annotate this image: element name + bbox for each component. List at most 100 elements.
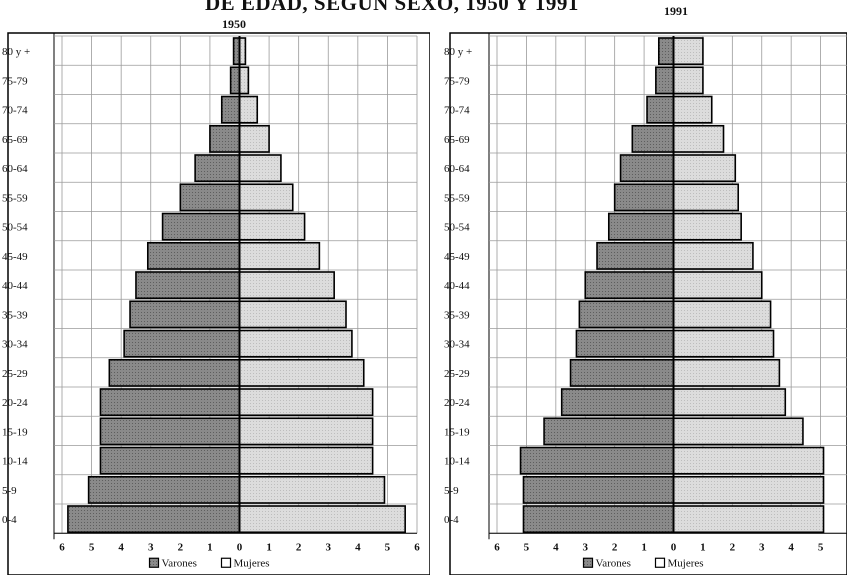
x-tick-label: 3: [759, 541, 765, 553]
category-label: 15-19: [2, 426, 28, 438]
category-label: 55-59: [444, 192, 470, 204]
bar-male-35-39: [129, 300, 241, 329]
chart-title-1991: 1991: [664, 4, 688, 18]
bar-male-45-49: [146, 241, 241, 270]
bar-male-25-29: [569, 358, 675, 387]
legend-label-varones: Varones: [596, 557, 631, 569]
bar-female-50-54: [672, 212, 742, 241]
bar-female-25-29: [238, 358, 365, 387]
bar-female-65-69: [238, 124, 270, 153]
bar-female-5-9: [672, 475, 825, 504]
category-label: 45-49: [2, 251, 28, 263]
bar-female-50-54: [238, 212, 306, 241]
category-label: 0-4: [444, 514, 459, 526]
bar-female-60-64: [238, 154, 282, 183]
page-title: DE EDAD, SEGUN SEXO, 1950 Y 1991: [205, 0, 579, 15]
category-label: 60-64: [2, 163, 28, 175]
bar-female-35-39: [672, 300, 772, 329]
bar-female-25-29: [672, 358, 781, 387]
bar-male-60-64: [194, 154, 241, 183]
bar-female-45-49: [672, 241, 754, 270]
x-tick-label: 1: [700, 541, 706, 553]
category-label: 80 y +: [444, 46, 472, 58]
category-label: 40-44: [444, 280, 470, 292]
category-label: 25-29: [444, 368, 470, 380]
bar-female-70-74: [238, 95, 259, 124]
category-label: 30-34: [2, 339, 28, 351]
category-label: 75-79: [2, 75, 28, 87]
bar-female-70-74: [672, 95, 713, 124]
x-tick-label: 0: [671, 541, 677, 553]
category-label: 5-9: [2, 485, 17, 497]
x-tick-label: 1: [207, 541, 213, 553]
x-tick-label: 6: [414, 541, 420, 553]
bar-male-20-24: [99, 388, 241, 417]
bar-female-30-34: [238, 329, 353, 358]
bar-female-40-44: [238, 271, 335, 300]
x-tick-label: 3: [583, 541, 589, 553]
bar-male-65-69: [631, 124, 675, 153]
bar-female-20-24: [238, 388, 374, 417]
bar-male-20-24: [560, 388, 675, 417]
category-label: 65-69: [444, 134, 470, 146]
legend-swatch-varones: [582, 557, 594, 568]
bar-male-35-39: [578, 300, 675, 329]
x-tick-label: 5: [524, 541, 530, 553]
category-label: 50-54: [444, 222, 470, 234]
bar-male-65-69: [209, 124, 241, 153]
legend-swatch-mujeres: [654, 557, 666, 568]
bar-male-80y+: [657, 37, 675, 66]
x-tick-label: 2: [296, 541, 302, 553]
category-label: 0-4: [2, 514, 17, 526]
pyramid-panel-1991: 1991 80 y + 75-79 70-74 65-69 60-64 55-59 50-5…: [440, 0, 847, 576]
bar-female-75-79: [672, 66, 704, 95]
bar-female-15-19: [672, 417, 804, 446]
category-label: 25-29: [2, 368, 28, 380]
bar-male-10-14: [99, 446, 241, 475]
x-tick-label: 3: [326, 541, 332, 553]
legend-label-varones: Varones: [162, 557, 197, 569]
bar-male-55-59: [613, 183, 675, 212]
bar-female-0-4: [672, 505, 825, 534]
x-tick-label: 5: [385, 541, 391, 553]
bar-female-0-4: [238, 505, 406, 534]
x-tick-label: 4: [355, 541, 361, 553]
category-label: 60-64: [444, 163, 470, 175]
category-label: 10-14: [444, 456, 470, 468]
bar-female-10-14: [238, 446, 374, 475]
legend-swatch-varones: [148, 557, 160, 568]
category-label: 75-79: [444, 75, 470, 87]
bar-male-30-34: [575, 329, 675, 358]
category-label: 10-14: [2, 456, 28, 468]
bar-female-45-49: [238, 241, 321, 270]
bar-female-80y+: [672, 37, 704, 66]
bar-male-40-44: [584, 271, 675, 300]
bar-male-10-14: [519, 446, 675, 475]
category-label: 35-39: [2, 309, 28, 321]
bar-female-65-69: [672, 124, 725, 153]
bar-male-15-19: [99, 417, 241, 446]
x-tick-label: 1: [266, 541, 272, 553]
bar-male-45-49: [596, 241, 675, 270]
bar-male-75-79: [229, 66, 241, 95]
x-tick-label: 3: [148, 541, 154, 553]
bar-male-70-74: [220, 95, 241, 124]
category-label: 20-24: [444, 397, 470, 409]
bar-male-30-34: [123, 329, 241, 358]
legend-label-mujeres: Mujeres: [668, 557, 704, 569]
chart-title-1950: 1950: [222, 17, 246, 31]
x-tick-label: 4: [118, 541, 124, 553]
x-tick-label: 6: [59, 541, 65, 553]
x-tick-label: 6: [494, 541, 500, 553]
bar-male-70-74: [646, 95, 675, 124]
category-label: 5-9: [444, 485, 459, 497]
category-label: 35-39: [444, 309, 470, 321]
bar-male-60-64: [619, 154, 675, 183]
x-tick-label: 2: [730, 541, 736, 553]
bar-male-55-59: [179, 183, 241, 212]
category-label: 65-69: [2, 134, 28, 146]
bar-female-55-59: [238, 183, 294, 212]
bar-female-15-19: [238, 417, 374, 446]
x-tick-label: 4: [553, 541, 559, 553]
bar-male-5-9: [522, 475, 675, 504]
